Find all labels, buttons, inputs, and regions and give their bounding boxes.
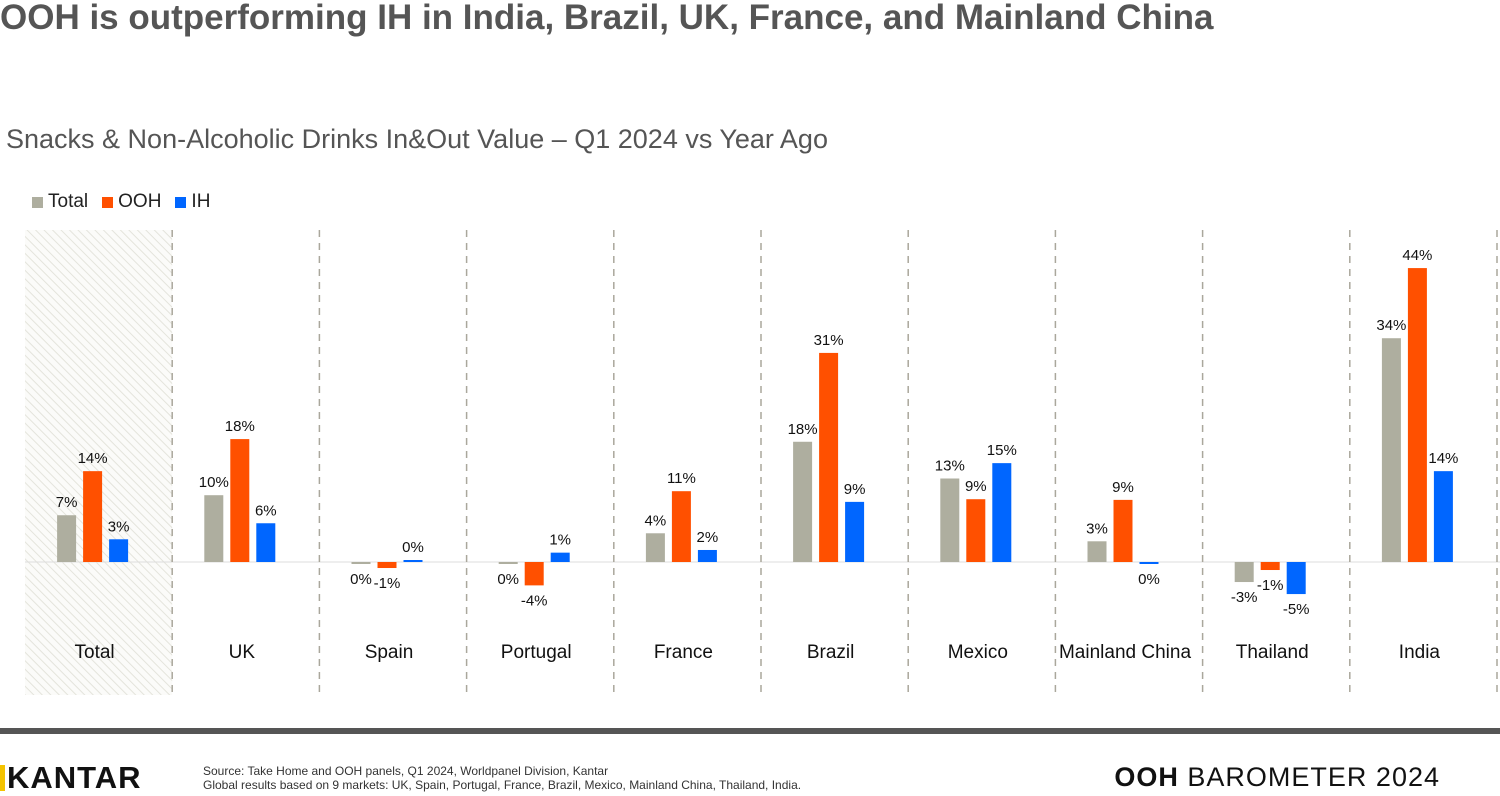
data-label: 18% (225, 418, 255, 435)
legend-label: IH (191, 191, 211, 212)
legend-label: Total (48, 191, 89, 212)
bar-total-india (1381, 338, 1401, 562)
kantar-logo: KANTAR (0, 760, 142, 796)
bar-ih-brazil (845, 501, 865, 562)
category-label: Brazil (807, 642, 855, 663)
bar-ih-mainland-china (1139, 562, 1159, 564)
footer-divider (0, 728, 1500, 734)
data-label: 2% (697, 529, 719, 546)
bar-ooh-france (671, 491, 691, 562)
bar-ooh-total (83, 471, 103, 562)
data-label: -1% (1257, 577, 1284, 594)
category-label: France (654, 642, 713, 663)
bar-total-mainland-china (1087, 541, 1107, 562)
legend-item-ooh: OOH (102, 191, 161, 213)
category-label: India (1399, 642, 1441, 663)
bar-ih-portugal (550, 552, 570, 562)
ooh-barometer-brand: OOH BAROMETER 2024 (1114, 762, 1440, 792)
bar-ooh-uk (230, 439, 250, 562)
bar-ih-mexico (992, 463, 1012, 562)
legend: Total OOH IH (32, 191, 210, 213)
bar-ooh-india (1407, 268, 1427, 562)
category-label: Mexico (948, 642, 1008, 663)
data-label: 6% (255, 502, 277, 519)
category-label: Thailand (1236, 642, 1309, 663)
bar-total-total (57, 515, 77, 562)
bar-total-mexico (940, 478, 960, 562)
data-label: 4% (645, 512, 667, 529)
bar-total-brazil (793, 441, 813, 562)
data-label: 14% (1428, 450, 1458, 467)
data-label: -5% (1283, 601, 1310, 618)
legend-swatch (32, 196, 43, 208)
highlight-band (25, 230, 173, 695)
source-line: Source: Take Home and OOH panels, Q1 202… (203, 764, 609, 778)
bar-ooh-mexico (966, 499, 986, 562)
bar-ih-france (697, 549, 717, 562)
data-label: 0% (402, 539, 424, 556)
data-label: 3% (1086, 520, 1108, 537)
legend-label: OOH (118, 191, 162, 212)
data-label: 11% (667, 470, 696, 487)
legend-swatch (175, 196, 187, 208)
bar-total-spain (351, 562, 371, 565)
data-label: 9% (965, 478, 987, 495)
bar-ih-thailand (1286, 562, 1306, 595)
data-label: 18% (788, 421, 818, 438)
bar-ih-india (1433, 471, 1453, 562)
data-label: 0% (497, 571, 519, 588)
data-label: 7% (56, 494, 78, 511)
bar-ooh-thailand (1260, 562, 1280, 571)
data-label: -3% (1231, 589, 1258, 606)
bar-total-thailand (1234, 562, 1254, 583)
data-label: -4% (521, 592, 548, 609)
data-label: 9% (1112, 479, 1134, 496)
category-label: Portugal (501, 642, 572, 663)
data-label: 1% (549, 532, 571, 549)
category-label: UK (229, 642, 256, 663)
data-label: 44% (1402, 247, 1432, 264)
category-label: Mainland China (1059, 642, 1191, 663)
bar-total-uk (204, 495, 224, 562)
data-label: 34% (1376, 317, 1406, 334)
data-label: 0% (1138, 571, 1160, 588)
category-label: Spain (365, 642, 414, 663)
data-label: -1% (374, 575, 401, 592)
source-line: Global results based on 9 markets: UK, S… (203, 778, 802, 792)
bar-ooh-brazil (819, 352, 839, 562)
bar-ooh-spain (377, 562, 397, 569)
legend-swatch (102, 196, 114, 208)
slide-title: OOH is outperforming IH in India, Brazil… (0, 0, 1214, 37)
data-label: 10% (199, 474, 229, 491)
bar-ih-total (109, 539, 129, 562)
data-label: 3% (108, 518, 130, 535)
bar-ih-spain (403, 560, 423, 562)
data-label: 14% (78, 450, 108, 467)
data-label: 31% (814, 332, 844, 349)
data-label: 15% (987, 442, 1017, 459)
bar-total-france (645, 533, 665, 562)
data-label: 0% (350, 571, 372, 588)
chart-title: Snacks & Non-Alcoholic Drinks In&Out Val… (6, 124, 828, 154)
bar-ooh-portugal (524, 562, 544, 586)
bar-ih-uk (256, 523, 276, 562)
legend-item-total: Total (32, 191, 88, 213)
data-label: 13% (935, 458, 965, 475)
data-label: 9% (844, 481, 866, 498)
bar-ooh-mainland-china (1113, 499, 1133, 562)
bar-total-portugal (498, 562, 518, 565)
legend-item-ih: IH (175, 191, 210, 213)
category-label: Total (75, 642, 115, 663)
source-note: Source: Take Home and OOH panels, Q1 202… (203, 764, 801, 792)
